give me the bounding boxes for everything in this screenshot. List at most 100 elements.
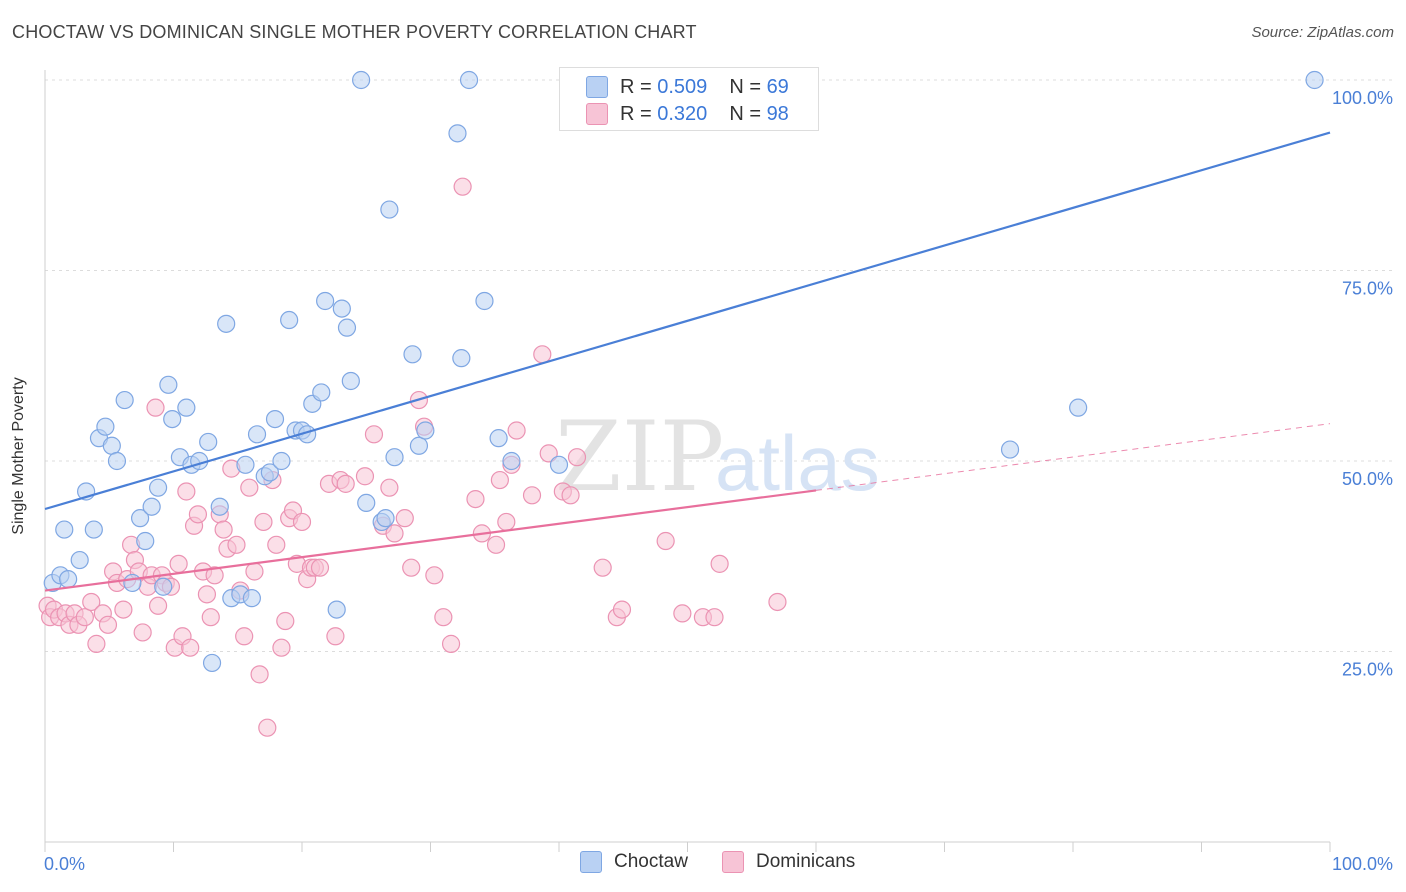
dominicans-trend-line (44, 489, 817, 592)
trend-lines (44, 131, 1331, 592)
dominicans-swatch (586, 103, 608, 125)
choctaw-point (459, 70, 479, 90)
dominicans-point (214, 520, 233, 539)
choctaw-point (327, 600, 346, 619)
choctaw-point (376, 509, 395, 528)
choctaw-point (159, 375, 178, 394)
dominicans-r-value: 0.320 (657, 102, 708, 125)
choctaw-point (260, 463, 279, 482)
chart-title: CHOCTAW VS DOMINICAN SINGLE MOTHER POVER… (12, 22, 697, 42)
dominicans-point (567, 448, 587, 467)
dominicans-point (402, 558, 421, 577)
choctaw-point (242, 589, 261, 608)
axes (44, 70, 1331, 852)
choctaw-point (70, 550, 89, 570)
choctaw-point (332, 299, 351, 318)
choctaw-point (475, 291, 494, 311)
dominicans-point (561, 486, 580, 505)
dominicans-point (441, 634, 461, 653)
choctaw-point (1000, 440, 1020, 459)
dominicans-point (705, 608, 724, 627)
dominicans-point (148, 596, 168, 615)
dominicans-point (364, 425, 384, 444)
dominicans-point (227, 535, 246, 554)
choctaw-point (154, 577, 173, 596)
dominicans-point (114, 600, 133, 619)
dominicans-point (466, 490, 485, 509)
choctaw-trend-line (44, 131, 1331, 511)
dominicans-point (768, 592, 787, 612)
dominicans-point (453, 177, 472, 196)
choctaw-point (409, 436, 429, 455)
choctaw-r-value: 0.509 (657, 75, 708, 98)
dominicans-point (336, 474, 355, 493)
legend-row-dominicans: R = 0.320 N = 98 (586, 102, 789, 126)
source-label: Source: ZipAtlas.com (1251, 24, 1394, 41)
dominicans-point (533, 345, 552, 364)
dominicans-point (326, 627, 345, 646)
choctaw-point (142, 497, 161, 516)
choctaw-point (448, 124, 467, 143)
dominicans-legend-swatch (722, 851, 744, 873)
dominicans-point (276, 611, 295, 631)
dominicans-point (272, 638, 291, 657)
dominicans-point (254, 512, 273, 532)
choctaw-point (236, 455, 255, 474)
choctaw-point (107, 451, 127, 471)
watermark: ZIP atlas (555, 401, 880, 513)
dominicans-n-value: 98 (766, 102, 789, 125)
dominicans-point (177, 482, 196, 501)
dominicans-point (146, 398, 165, 417)
series-legend: Choctaw Dominicans (0, 851, 1406, 879)
x-tick-label: 0.0% (44, 854, 85, 874)
choctaw-point (217, 314, 236, 333)
choctaw-legend-swatch (580, 851, 602, 873)
choctaw-n-value: 69 (766, 75, 789, 98)
choctaw-point (502, 451, 521, 471)
dominicans-point (133, 623, 152, 642)
dominicans-point (673, 604, 692, 623)
legend-row-choctaw: R = 0.509 N = 69 (586, 75, 789, 99)
dominicans-point (292, 512, 312, 532)
dominicans-point (258, 718, 277, 737)
dominicans-legend-label: Dominicans (756, 851, 856, 872)
dominicans-n-label: N = (729, 102, 761, 125)
dominicans-point (497, 512, 516, 532)
choctaw-point (272, 451, 291, 471)
dominicans-point (710, 554, 729, 573)
choctaw-point (280, 310, 299, 330)
dominicans-point (486, 535, 506, 554)
dominicans-point (181, 638, 200, 657)
choctaw-r-label: R = (620, 75, 652, 98)
choctaw-point (416, 421, 435, 440)
choctaw-point (136, 531, 155, 551)
choctaw-point (312, 383, 331, 402)
dominicans-point (355, 467, 375, 486)
choctaw-point (1305, 70, 1324, 90)
dominicans-point (395, 509, 414, 528)
dominicans-point (522, 486, 542, 505)
choctaw-point (341, 371, 360, 391)
choctaw-point (247, 425, 267, 444)
choctaw-point (102, 436, 121, 455)
choctaw-point (316, 291, 335, 311)
dominicans-point (98, 615, 118, 634)
choctaw-point (202, 653, 222, 673)
dominicans-point (310, 558, 330, 577)
choctaw-point (177, 398, 196, 417)
choctaw-point (385, 448, 404, 467)
dominicans-r-label: R = (620, 102, 652, 125)
dominicans-point (250, 665, 269, 684)
dominicans-point (267, 535, 286, 554)
dominicans-point (490, 470, 509, 490)
x-tick-label: 100.0% (1332, 854, 1393, 874)
choctaw-point (130, 509, 150, 528)
choctaw-point (55, 520, 74, 539)
dominicans-point (201, 608, 220, 627)
dominicans-point (593, 558, 612, 577)
dominicans-point (188, 505, 208, 524)
dominicans-point (235, 627, 254, 646)
choctaw-point (380, 200, 399, 219)
dominicans-point (612, 600, 632, 619)
